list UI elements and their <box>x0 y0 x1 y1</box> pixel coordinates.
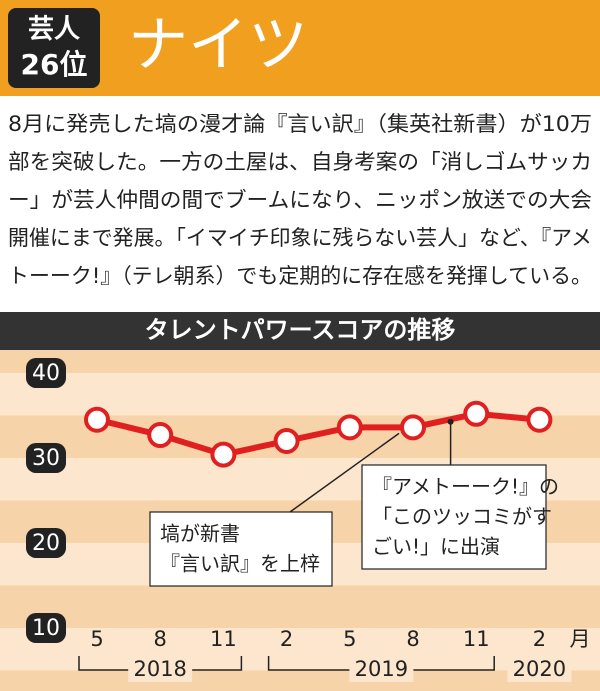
x-tick-label: 5 <box>343 627 356 651</box>
y-tick-label: 20 <box>32 531 60 556</box>
year-label: 2019 <box>355 657 408 681</box>
paragraph-line: 開催にまで発展。「イマイチ印象に残らない芸人」など、『アメ <box>8 226 592 250</box>
x-tick-label: 11 <box>210 627 237 651</box>
pointer-dot <box>447 418 454 425</box>
marker <box>526 406 553 433</box>
marker <box>463 400 490 427</box>
chart-title: タレントパワースコアの推移 <box>145 316 456 344</box>
year-label: 2018 <box>133 657 186 681</box>
year-label: 2020 <box>513 657 566 681</box>
paragraph-line: トーーク!』（テレ朝系）でも定期的に存在感を発揮している。 <box>8 264 592 288</box>
year-bg <box>507 658 572 682</box>
year-bg <box>349 658 414 682</box>
paragraph-line: 8月に発売した塙の漫才論『言い訳』（集英社新書）が10万 <box>8 112 592 136</box>
y-tick-label: 40 <box>32 361 60 386</box>
marker <box>147 422 174 449</box>
y-tick-badge <box>26 527 66 558</box>
y-tick-badge <box>26 357 66 388</box>
paragraph-line: ー」が芸人仲間の間でブームになり、ニッポン放送での大会 <box>8 188 592 212</box>
rank-number: 26位 <box>21 48 88 81</box>
annotation-text: 「このツッコミがす <box>372 505 552 529</box>
marker <box>400 414 426 441</box>
y-tick-label: 30 <box>32 446 60 471</box>
y-tick-badge <box>26 442 66 473</box>
x-tick-label: 2 <box>533 627 546 651</box>
marker <box>210 441 237 468</box>
x-tick-label: 11 <box>463 627 490 651</box>
rank-badge <box>8 8 100 88</box>
x-tick-label: 8 <box>406 627 419 651</box>
x-tick-label: 8 <box>154 627 167 651</box>
annotation-box <box>149 511 333 587</box>
chart-title-band <box>0 312 600 350</box>
y-tick-badge <box>26 613 66 643</box>
x-tick-label: 5 <box>90 627 103 651</box>
annotation-text: ごい!」に出演 <box>372 535 500 559</box>
year-bg <box>128 658 193 682</box>
stripe <box>0 350 600 373</box>
annotation-text: 塙が新書 <box>160 522 240 546</box>
marker <box>84 406 110 433</box>
rank-label: 芸人 <box>28 15 80 45</box>
paragraph-line: 部を突破した。一方の土屋は、自身考案の「消しゴムサッカ <box>8 150 592 174</box>
x-tick-label: 2 <box>280 627 293 651</box>
pointer <box>289 432 400 513</box>
annotation-box <box>361 464 547 570</box>
stripe <box>0 585 600 628</box>
annotation-text: 『言い訳』を上梓 <box>160 552 320 576</box>
marker <box>336 414 363 441</box>
annotation-text: 『アメトーーク!』の <box>372 475 559 499</box>
header-title: ナイツ <box>128 11 308 81</box>
marker <box>273 427 300 454</box>
y-tick-label: 10 <box>32 616 60 641</box>
x-unit: 月 <box>570 627 591 651</box>
